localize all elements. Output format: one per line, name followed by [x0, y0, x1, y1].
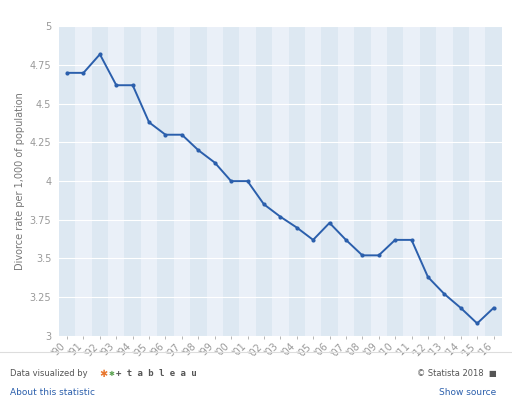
Bar — [322, 26, 338, 336]
Bar — [289, 26, 305, 336]
Text: ✱: ✱ — [109, 371, 115, 376]
Bar — [190, 26, 206, 336]
Bar — [387, 26, 403, 336]
Text: © Statista 2018  ■: © Statista 2018 ■ — [417, 369, 497, 378]
Text: + t a b l e a u: + t a b l e a u — [116, 369, 197, 378]
Y-axis label: Divorce rate per 1,000 of population: Divorce rate per 1,000 of population — [15, 92, 26, 270]
Bar — [59, 26, 75, 336]
Text: About this statistic: About this statistic — [10, 388, 95, 397]
Bar — [223, 26, 239, 336]
Bar — [92, 26, 108, 336]
Bar — [157, 26, 174, 336]
Bar — [453, 26, 469, 336]
Text: Show source: Show source — [439, 388, 497, 397]
Bar — [255, 26, 272, 336]
Bar — [124, 26, 141, 336]
Text: Data visualized by: Data visualized by — [10, 369, 88, 378]
Text: ✱: ✱ — [100, 369, 108, 379]
Bar — [485, 26, 502, 336]
Bar — [420, 26, 436, 336]
Bar — [354, 26, 371, 336]
